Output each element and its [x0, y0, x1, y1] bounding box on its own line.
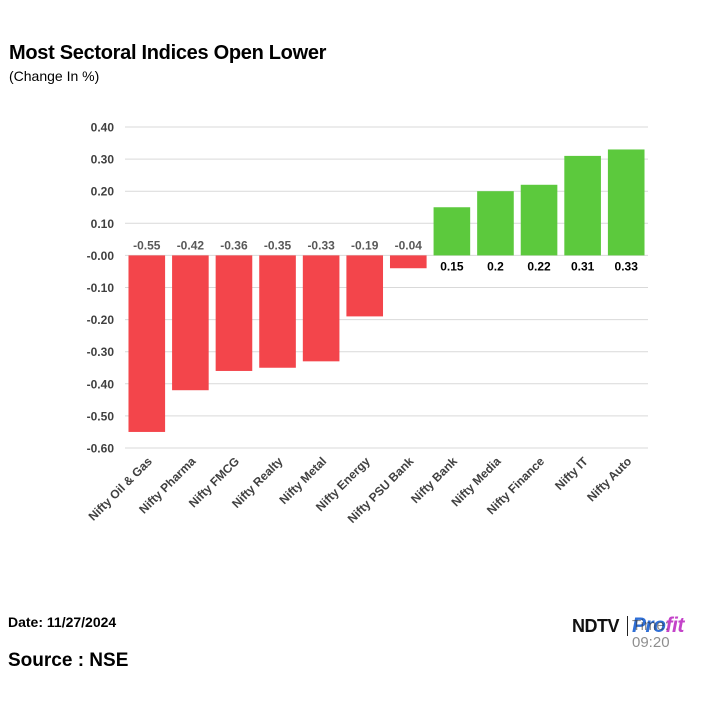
- bar: [433, 207, 471, 256]
- logo-time-overlay: Time: 09:20: [632, 617, 670, 651]
- logo-profit-text: Profit Time: 09:20: [632, 614, 685, 651]
- bar: [389, 255, 427, 269]
- y-tick-label: 0.40: [91, 121, 115, 135]
- data-label: 0.33: [615, 259, 639, 273]
- data-label: 0.15: [440, 259, 464, 273]
- bar: [128, 255, 166, 432]
- bar: [520, 184, 558, 256]
- bar: [607, 149, 645, 256]
- y-tick-label: -0.50: [87, 409, 115, 423]
- data-label: -0.33: [307, 238, 335, 252]
- data-label: 0.31: [571, 259, 595, 273]
- logo-ndtv-text: NDTV: [572, 615, 620, 636]
- bar: [215, 255, 253, 371]
- ndtv-profit-logo: NDTV Profit Time: 09:20: [572, 613, 685, 651]
- bar: [172, 255, 209, 391]
- y-tick-label: -0.60: [87, 442, 115, 456]
- data-label: 0.2: [487, 259, 504, 273]
- date-label: Date: 11/27/2024: [8, 614, 117, 630]
- bar: [259, 255, 296, 368]
- data-label: -0.36: [220, 238, 248, 252]
- y-tick-label: -0.40: [87, 377, 115, 391]
- x-tick-label: Nifty Auto: [584, 454, 634, 504]
- logo-profit-part-a: Pro: [632, 614, 666, 637]
- chart-subtitle: (Change In %): [9, 68, 100, 84]
- bar-chart: 0.40 0.30 0.20 0.10 -0.00 -0.10 -0.20 -0.30 -0.4…: [86, 121, 648, 526]
- logo-divider: [627, 616, 628, 636]
- bar: [477, 191, 514, 256]
- data-label: -0.42: [177, 238, 205, 252]
- data-label: -0.35: [264, 238, 292, 252]
- data-label: -0.55: [133, 238, 161, 252]
- y-tick-label: -0.00: [87, 249, 115, 263]
- y-tick-label: -0.10: [87, 281, 115, 295]
- x-tick-label: Nifty IT: [552, 454, 591, 493]
- bar: [346, 255, 384, 317]
- y-tick-label: 0.30: [91, 153, 115, 167]
- data-label: -0.19: [351, 238, 379, 252]
- logo-profit-part-b: fit: [665, 614, 685, 637]
- y-tick-label: 0.10: [91, 217, 115, 231]
- data-label: 0.22: [527, 259, 551, 273]
- y-tick-label: -0.30: [87, 345, 115, 359]
- chart-title: Most Sectoral Indices Open Lower: [9, 42, 327, 64]
- bar: [302, 255, 340, 362]
- y-tick-label: 0.20: [91, 185, 115, 199]
- source-label: Source : NSE: [8, 650, 129, 671]
- y-tick-label: -0.20: [87, 313, 115, 327]
- bar: [564, 155, 601, 256]
- data-label: -0.04: [395, 238, 423, 252]
